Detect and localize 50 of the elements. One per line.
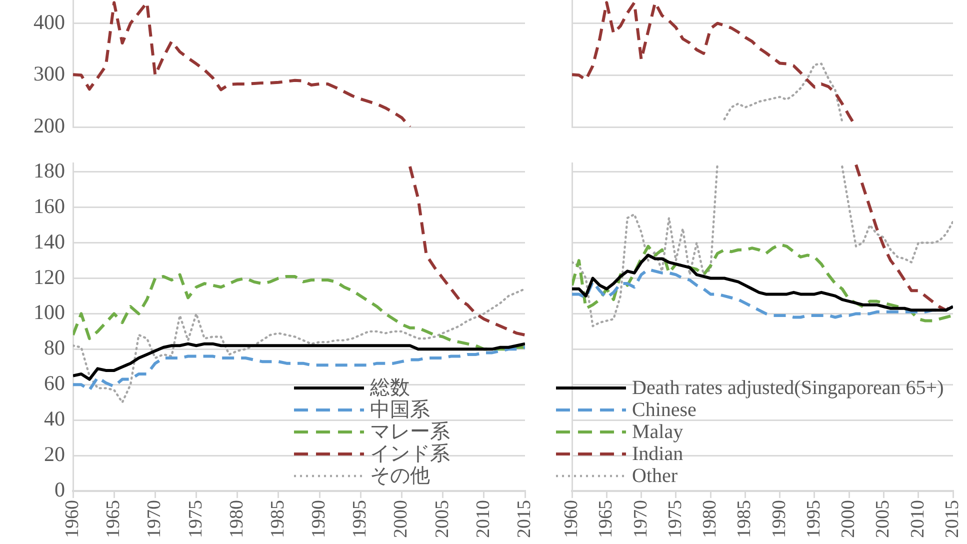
y-tick-label: 0: [54, 478, 65, 502]
y-tick-label: 20: [44, 442, 65, 466]
x-tick-label: 2015: [514, 500, 535, 538]
x-tick-label: 2010: [907, 500, 928, 538]
legend-label: 総数: [370, 377, 410, 399]
x-tick-label: 2015: [942, 500, 963, 538]
x-tick-label: 1965: [103, 500, 124, 538]
x-tick-label: 1975: [185, 500, 206, 538]
legend-label: マレー系: [370, 421, 450, 443]
x-tick-label: 1985: [267, 500, 288, 538]
x-tick-label: 1980: [226, 500, 248, 538]
x-tick-label: 1960: [62, 500, 83, 538]
x-tick-label: 2000: [390, 500, 412, 538]
x-tick-label: 1975: [664, 500, 686, 538]
y-tick-label: 60: [44, 371, 65, 396]
legend-label: その他: [370, 465, 430, 487]
legend-label: Malay: [632, 421, 684, 443]
x-tick-label: 1985: [734, 500, 756, 538]
y-tick-label: 400: [34, 10, 65, 34]
x-tick-label: 1990: [308, 500, 330, 538]
x-tick-label: 1970: [630, 500, 652, 538]
y-tick-label: 120: [34, 264, 65, 289]
x-tick-label: 2000: [838, 500, 860, 538]
x-tick-label: 1995: [803, 500, 824, 538]
y-tick-label: 80: [44, 336, 65, 360]
legend-label: Indian: [632, 443, 684, 465]
x-tick-label: 1965: [596, 500, 617, 538]
legend-label: Death rates adjusted(Singaporean 65+): [632, 377, 944, 399]
legend-label: 中国系: [370, 399, 430, 421]
y-tick-label: 140: [34, 229, 65, 254]
y-tick-label: 300: [34, 62, 65, 86]
x-tick-label: 1980: [700, 500, 721, 538]
y-tick-label: 200: [34, 114, 65, 138]
x-tick-label: 2005: [432, 500, 453, 538]
x-tick-label: 2005: [872, 500, 894, 538]
y-tick-label: 180: [34, 158, 65, 182]
y-tick-label: 100: [34, 300, 65, 324]
y-tick-label: 160: [34, 194, 65, 218]
line-series: [408, 165, 525, 336]
x-tick-label: 2010: [472, 500, 494, 538]
x-tick-label: 1990: [768, 500, 790, 538]
line-series: [73, 1, 412, 127]
line-series: [73, 273, 525, 351]
x-tick-label: 1960: [560, 500, 582, 538]
x-tick-label: 1970: [144, 500, 166, 538]
legend-label: インド系: [370, 443, 450, 465]
y-tick-label: 40: [44, 406, 65, 431]
x-tick-label: 1995: [350, 500, 371, 538]
legend-label: Other: [632, 465, 678, 487]
legend-label: Chinese: [632, 399, 696, 421]
